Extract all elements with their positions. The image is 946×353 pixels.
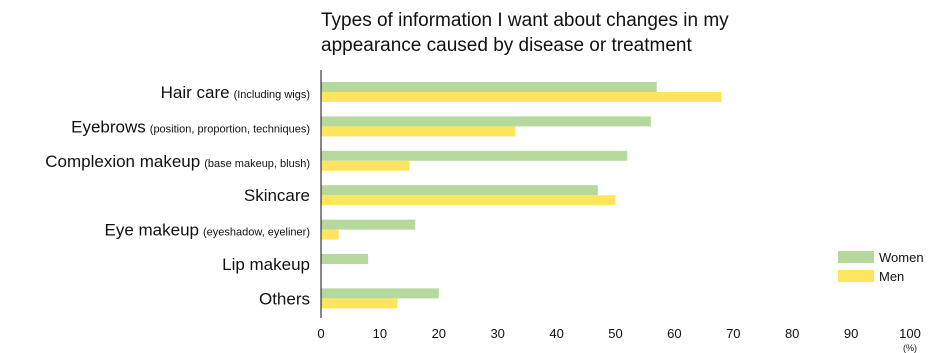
x-axis-unit: (%) xyxy=(903,343,917,353)
category-label: Hair care (Including wigs) xyxy=(161,83,310,102)
category-label-main: Skincare xyxy=(244,186,310,205)
bar-women xyxy=(321,116,651,127)
category-label-sub: (position, proportion, techniques) xyxy=(150,123,310,135)
bar-women xyxy=(321,82,657,92)
x-tick-label: 50 xyxy=(608,326,622,341)
category-label-sub: (eyeshadow, eyeliner) xyxy=(203,227,310,239)
legend-label-women: Women xyxy=(879,250,924,265)
x-tick-label: 20 xyxy=(432,326,446,341)
legend-label-men: Men xyxy=(879,269,904,284)
x-axis-ticks: 0 10 20 30 40 50 60 70 80 90 100 xyxy=(317,326,920,341)
category-label: Skincare xyxy=(244,186,310,205)
x-tick-label: 10 xyxy=(373,326,387,341)
category-label-main: Complexion makeup xyxy=(45,152,200,171)
x-tick-label: 90 xyxy=(844,326,858,341)
bar-women xyxy=(321,219,416,230)
category-label: Others xyxy=(259,289,310,308)
category-label: Complexion makeup (base makeup, blush) xyxy=(45,152,310,171)
chart-title-line-1: Types of information I want about change… xyxy=(321,10,729,31)
bars xyxy=(321,82,722,309)
bar-women xyxy=(321,185,598,196)
bar-men xyxy=(321,229,339,240)
bar-men xyxy=(321,195,616,206)
category-label-main: Lip makeup xyxy=(222,255,310,274)
category-labels: Hair care (Including wigs) Eyebrows (positi… xyxy=(45,83,310,308)
legend-swatch-men xyxy=(838,270,874,282)
x-tick-label: 70 xyxy=(726,326,740,341)
bar-men xyxy=(321,92,722,102)
category-label-main: Others xyxy=(259,289,310,308)
x-tick-label: 60 xyxy=(667,326,681,341)
chart-title-line-2: appearance caused by disease or treatmen… xyxy=(321,35,692,56)
x-tick-label: 0 xyxy=(317,326,324,341)
bar-men xyxy=(321,298,398,309)
category-label-sub: (base makeup, blush) xyxy=(204,158,310,170)
x-tick-label: 40 xyxy=(549,326,563,341)
legend-swatch-women xyxy=(838,251,874,263)
x-tick-label: 30 xyxy=(490,326,504,341)
legend: Women Men xyxy=(838,250,924,284)
category-label-main: Eyebrows xyxy=(71,117,146,136)
category-label-sub: (Including wigs) xyxy=(234,89,310,101)
x-tick-label: 80 xyxy=(785,326,799,341)
bar-women xyxy=(321,254,369,264)
bar-men xyxy=(321,126,516,137)
category-label: Lip makeup xyxy=(222,255,310,274)
category-label: Eyebrows (position, proportion, technique… xyxy=(71,117,310,136)
bar-women xyxy=(321,150,628,161)
category-label-main: Hair care xyxy=(161,83,230,102)
bar-women xyxy=(321,288,439,299)
category-label: Eye makeup (eyeshadow, eyeliner) xyxy=(104,221,310,240)
bar-men xyxy=(321,160,410,171)
category-label-main: Eye makeup xyxy=(104,221,199,240)
chart-title: Types of information I want about change… xyxy=(321,10,729,56)
x-tick-label: 100 xyxy=(899,326,921,341)
